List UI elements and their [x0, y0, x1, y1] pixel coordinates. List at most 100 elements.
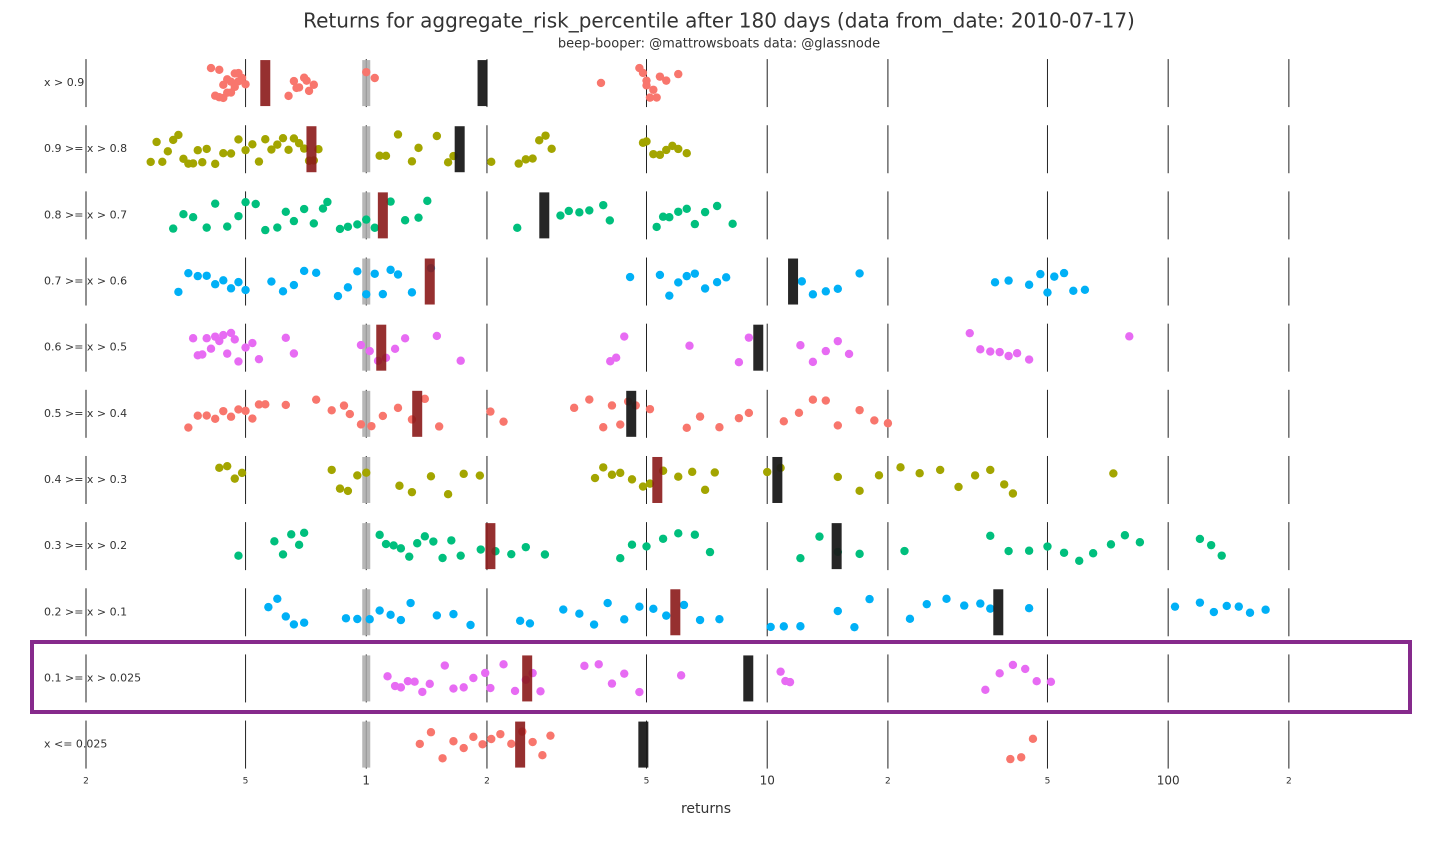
point [1222, 601, 1231, 611]
point [649, 149, 658, 159]
point [1209, 607, 1219, 617]
point [883, 419, 893, 428]
point [447, 536, 456, 545]
point [496, 729, 505, 739]
point [1109, 469, 1118, 478]
point [381, 151, 391, 161]
point [440, 661, 450, 670]
point [234, 551, 243, 560]
point [248, 338, 257, 348]
point [616, 468, 625, 478]
point [935, 465, 945, 475]
point [712, 201, 722, 211]
point [1024, 546, 1034, 555]
point [202, 411, 211, 420]
median-bar [485, 523, 496, 570]
point [645, 93, 655, 102]
point [278, 133, 288, 143]
point [507, 739, 516, 749]
point [223, 222, 232, 231]
point [174, 287, 183, 297]
point [528, 737, 537, 747]
point [559, 605, 568, 614]
reference-bar [362, 655, 371, 702]
point [327, 406, 336, 415]
point [585, 206, 594, 215]
point [432, 611, 442, 620]
point [627, 540, 637, 549]
point [223, 349, 232, 358]
point [202, 271, 211, 280]
point [649, 604, 658, 613]
point [415, 739, 424, 749]
point [986, 531, 995, 541]
point [874, 471, 884, 480]
point [309, 219, 319, 228]
mean-bar [638, 721, 649, 768]
point [687, 467, 697, 477]
point [1043, 542, 1052, 551]
point [210, 414, 220, 423]
point [383, 672, 392, 681]
point [1024, 355, 1034, 364]
point [833, 472, 843, 482]
point [564, 206, 573, 216]
row-label: 0.9 >= x > 0.8 [44, 142, 127, 155]
point [1234, 602, 1243, 611]
median-bar [515, 721, 526, 768]
point [525, 619, 535, 628]
point [580, 661, 589, 671]
point [900, 546, 909, 556]
point [541, 131, 550, 140]
point [299, 528, 309, 538]
point [193, 271, 202, 281]
mean-bar [539, 192, 550, 239]
point [432, 131, 442, 141]
point [995, 347, 1004, 357]
point [356, 420, 366, 429]
point [590, 473, 600, 483]
point [367, 421, 376, 431]
point [389, 541, 398, 550]
point [294, 540, 304, 550]
point [423, 196, 432, 206]
point [226, 149, 236, 158]
point [413, 539, 422, 548]
point [425, 679, 434, 689]
point [405, 552, 414, 561]
point [794, 408, 804, 418]
point [378, 289, 388, 299]
median-bar [412, 390, 423, 437]
point [396, 683, 406, 692]
point [690, 219, 700, 229]
point [339, 401, 349, 410]
row-label: x > 0.9 [44, 76, 84, 89]
point [652, 222, 661, 232]
point [865, 594, 874, 604]
point [426, 472, 436, 481]
point [976, 599, 985, 608]
point [700, 284, 710, 293]
point [870, 416, 879, 425]
point [569, 403, 579, 413]
point [311, 268, 321, 278]
point [434, 422, 444, 431]
point [294, 139, 304, 148]
point [965, 328, 974, 338]
point [1024, 280, 1034, 289]
mean-bar [626, 390, 637, 437]
point [1106, 540, 1116, 549]
point [585, 395, 594, 404]
point [1195, 534, 1205, 544]
row-label: 0.3 >= x > 0.2 [44, 539, 127, 552]
point [844, 349, 854, 359]
point [905, 614, 915, 624]
point [486, 683, 495, 693]
point [642, 542, 651, 551]
point [241, 343, 250, 352]
point [443, 490, 453, 499]
point [386, 197, 395, 206]
point [674, 529, 683, 538]
point [226, 88, 236, 97]
point [365, 615, 374, 624]
